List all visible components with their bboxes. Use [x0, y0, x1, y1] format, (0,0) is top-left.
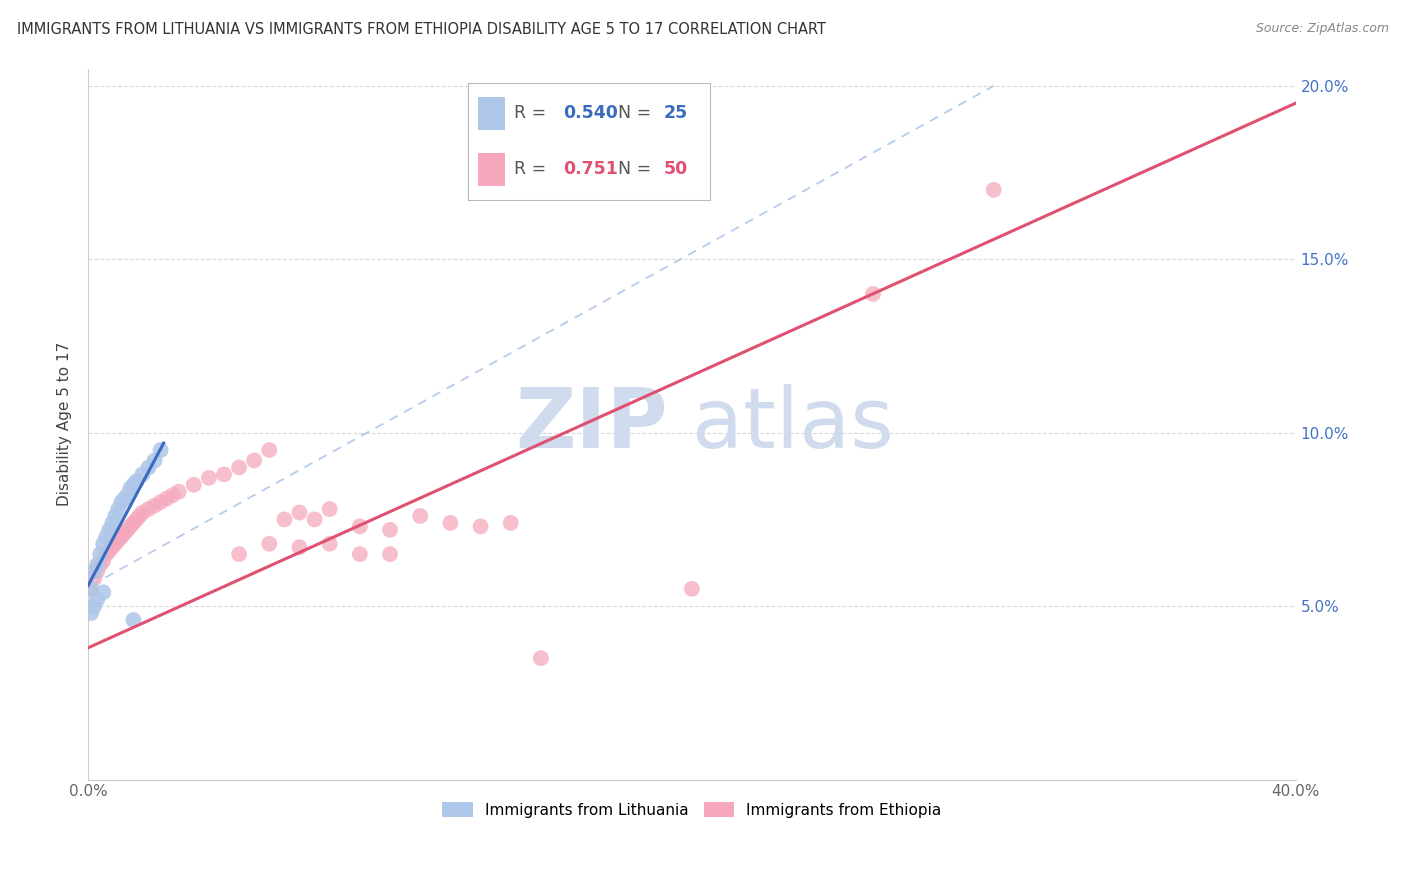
- Legend: Immigrants from Lithuania, Immigrants from Ethiopia: Immigrants from Lithuania, Immigrants fr…: [434, 794, 949, 825]
- Point: [156, 491, 179, 506]
- Text: ZIP: ZIP: [515, 384, 668, 465]
- Point: [83, 565, 105, 579]
- Point: [80, 582, 103, 596]
- Point: [89, 558, 111, 572]
- Point: [98, 543, 121, 558]
- Point: [212, 467, 235, 482]
- Point: [125, 475, 148, 489]
- Point: [259, 537, 281, 551]
- Point: [112, 491, 135, 506]
- Point: [499, 516, 522, 530]
- Point: [110, 495, 132, 509]
- Point: [167, 484, 190, 499]
- Point: [107, 533, 129, 548]
- Point: [198, 471, 221, 485]
- Point: [149, 443, 172, 458]
- Point: [120, 481, 142, 495]
- Point: [101, 540, 124, 554]
- Point: [530, 651, 553, 665]
- Point: [96, 530, 118, 544]
- Point: [122, 477, 145, 491]
- Point: [228, 547, 250, 561]
- Point: [91, 537, 114, 551]
- Point: [86, 592, 108, 607]
- Point: [138, 460, 160, 475]
- Point: [98, 523, 121, 537]
- Point: [122, 613, 145, 627]
- Point: [243, 453, 266, 467]
- Point: [259, 443, 281, 458]
- Text: atlas: atlas: [692, 384, 894, 465]
- Point: [107, 502, 129, 516]
- Point: [143, 453, 166, 467]
- Point: [183, 477, 205, 491]
- Point: [104, 537, 127, 551]
- Point: [983, 183, 1005, 197]
- Point: [104, 508, 127, 523]
- Point: [128, 508, 150, 523]
- Point: [91, 585, 114, 599]
- Point: [143, 499, 166, 513]
- Text: IMMIGRANTS FROM LITHUANIA VS IMMIGRANTS FROM ETHIOPIA DISABILITY AGE 5 TO 17 COR: IMMIGRANTS FROM LITHUANIA VS IMMIGRANTS …: [17, 22, 825, 37]
- Point: [304, 512, 326, 526]
- Point: [378, 547, 401, 561]
- Point: [122, 516, 145, 530]
- Point: [273, 512, 295, 526]
- Point: [83, 571, 105, 585]
- Point: [162, 488, 184, 502]
- Point: [149, 495, 172, 509]
- Point: [83, 599, 105, 614]
- Point: [288, 506, 311, 520]
- Point: [125, 512, 148, 526]
- Point: [120, 519, 142, 533]
- Point: [409, 508, 432, 523]
- Text: Source: ZipAtlas.com: Source: ZipAtlas.com: [1256, 22, 1389, 36]
- Point: [86, 565, 108, 579]
- Point: [439, 516, 461, 530]
- Point: [80, 582, 103, 596]
- Point: [110, 530, 132, 544]
- Point: [862, 287, 884, 301]
- Point: [131, 467, 153, 482]
- Point: [288, 540, 311, 554]
- Point: [138, 502, 160, 516]
- Point: [378, 523, 401, 537]
- Point: [470, 519, 492, 533]
- Point: [96, 547, 118, 561]
- Point: [131, 506, 153, 520]
- Point: [349, 547, 371, 561]
- Point: [228, 460, 250, 475]
- Point: [318, 537, 340, 551]
- Point: [349, 519, 371, 533]
- Point: [91, 554, 114, 568]
- Point: [101, 516, 124, 530]
- Point: [80, 606, 103, 620]
- Point: [681, 582, 703, 596]
- Point: [117, 523, 139, 537]
- Point: [86, 558, 108, 572]
- Y-axis label: Disability Age 5 to 17: Disability Age 5 to 17: [58, 342, 72, 506]
- Point: [117, 488, 139, 502]
- Point: [318, 502, 340, 516]
- Point: [89, 547, 111, 561]
- Point: [112, 526, 135, 541]
